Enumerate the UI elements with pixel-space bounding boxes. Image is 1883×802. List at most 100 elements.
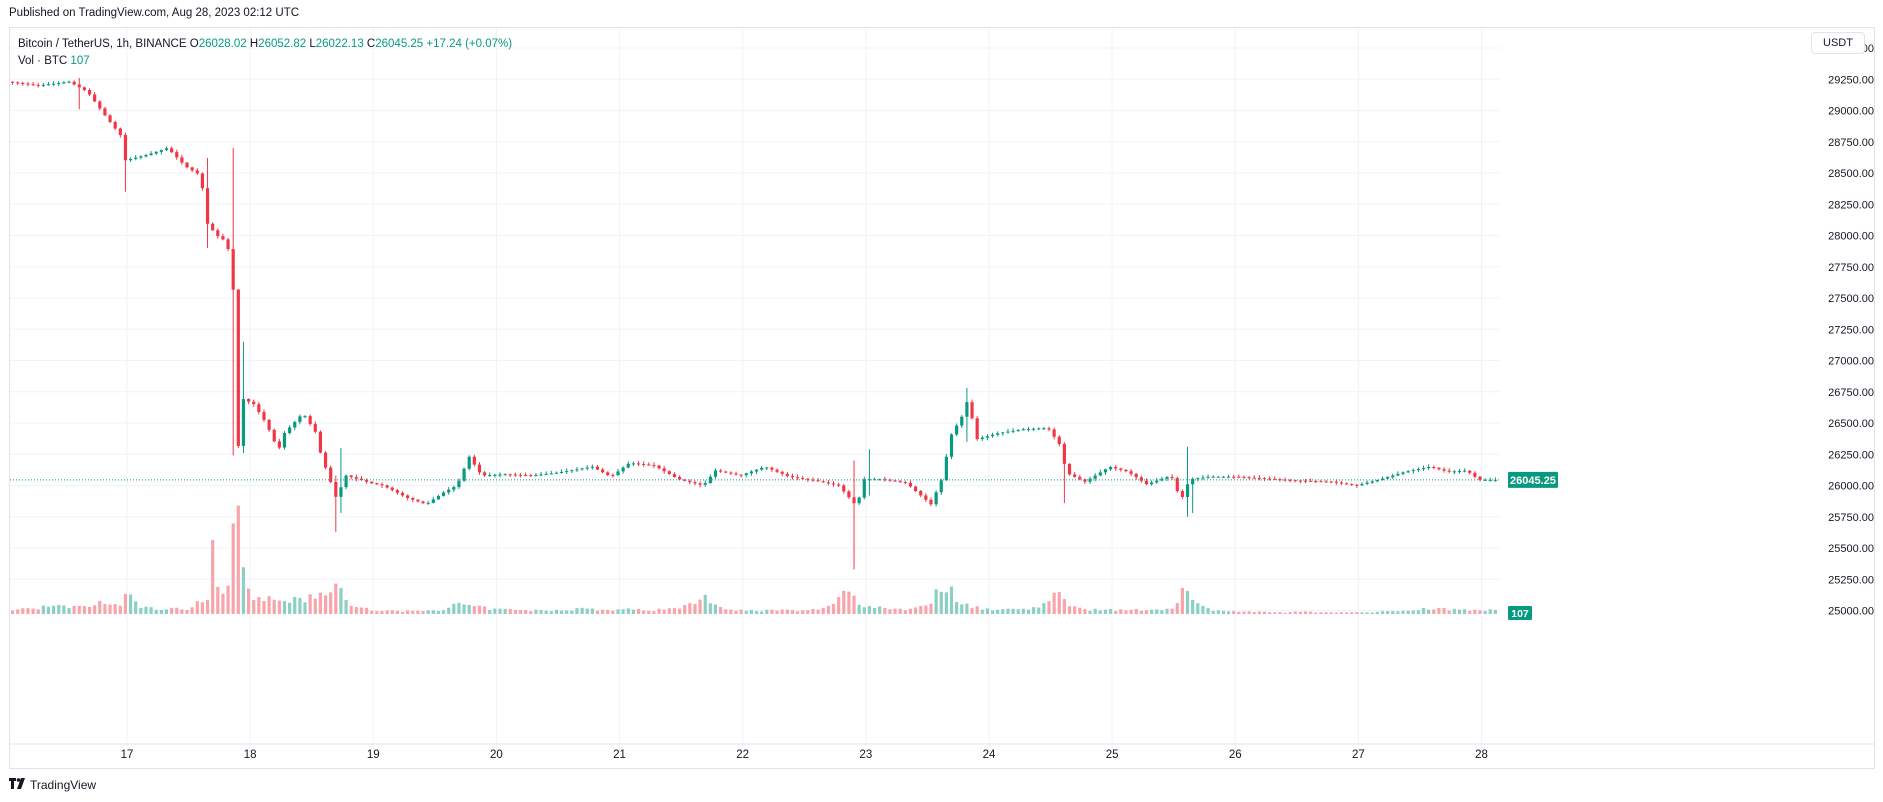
candle-body xyxy=(1073,474,1077,477)
volume-bar xyxy=(293,596,297,614)
candle-body xyxy=(282,433,287,448)
candle-body xyxy=(36,84,40,86)
candle-body xyxy=(1078,476,1082,480)
candle-body xyxy=(1268,478,1272,480)
y-tick-label: 26000.00 xyxy=(1828,481,1874,493)
volume-bar xyxy=(826,605,830,614)
candle-body xyxy=(57,83,61,84)
volume-bar xyxy=(642,610,646,614)
currency-button[interactable]: USDT xyxy=(1811,32,1865,54)
volume-bar xyxy=(472,606,476,614)
candle-body xyxy=(1185,484,1190,497)
volume-bar xyxy=(411,610,415,614)
volume-bar xyxy=(123,593,128,614)
candle-body xyxy=(370,481,374,484)
volume-bar xyxy=(857,604,861,614)
legend-change: +17.24 (+0.07%) xyxy=(426,38,513,50)
x-tick-label: 19 xyxy=(367,749,380,761)
candle-body xyxy=(82,87,86,91)
y-tick-label: 26250.00 xyxy=(1828,449,1874,461)
candle-body xyxy=(770,467,774,470)
candle-body xyxy=(159,150,163,152)
volume-bar xyxy=(67,608,71,614)
candle-body xyxy=(1129,471,1133,474)
volume-bar xyxy=(914,607,918,614)
volume-bar xyxy=(821,607,825,614)
price-overlays: 26045.25 107 xyxy=(10,471,1558,620)
volume-bar xyxy=(806,610,810,614)
volume-bar xyxy=(780,609,784,614)
candle-body xyxy=(914,486,918,491)
volume-bar xyxy=(313,598,317,614)
candle-body xyxy=(662,468,666,472)
volume-bar xyxy=(205,600,210,614)
candle-body xyxy=(123,134,128,161)
footer-brand-label: TradingView xyxy=(30,777,97,792)
volume-bar xyxy=(893,608,897,614)
candle-body xyxy=(1098,472,1102,476)
volume-bar xyxy=(837,597,841,614)
volume-bar xyxy=(636,608,641,614)
candle-body xyxy=(847,491,851,498)
volume-bar xyxy=(175,607,179,614)
volume-bar xyxy=(180,609,184,614)
volume-bar xyxy=(216,586,220,614)
volume-bar xyxy=(1380,611,1385,614)
candle-body xyxy=(1206,476,1210,478)
candle-body xyxy=(385,485,389,488)
volume-bar xyxy=(1103,609,1108,614)
volume-bar xyxy=(134,601,138,614)
candle-body xyxy=(585,467,589,469)
candle-body xyxy=(559,471,564,473)
legend-ohlc-row: Bitcoin / TetherUS, 1h, BINANCE O26028.0… xyxy=(18,36,512,53)
volume-bar xyxy=(1447,610,1451,614)
legend-close-label: C xyxy=(366,38,376,50)
candle-body xyxy=(1478,476,1482,480)
footer-brand[interactable]: TradingView xyxy=(9,777,96,792)
candle-body xyxy=(1437,467,1441,470)
candle-body xyxy=(908,482,913,487)
volume-bar xyxy=(1226,611,1231,614)
candle-body xyxy=(375,483,379,485)
candle-body xyxy=(924,495,928,500)
chart-frame[interactable] xyxy=(9,27,1875,769)
candle-body xyxy=(1006,431,1010,433)
candle-body xyxy=(1067,463,1072,475)
volume-bar xyxy=(303,602,307,614)
volume-bar xyxy=(252,600,256,614)
x-tick-label: 20 xyxy=(490,749,503,761)
volume-bar xyxy=(975,606,979,614)
candle-body xyxy=(1298,480,1303,482)
candle-body xyxy=(708,476,712,483)
candle-body xyxy=(1042,428,1046,430)
y-tick-label: 28000.00 xyxy=(1828,231,1874,243)
volume-bar xyxy=(708,603,712,614)
candle-body xyxy=(780,471,784,474)
candle-body xyxy=(698,483,702,485)
chart-legend: Bitcoin / TetherUS, 1h, BINANCE O26028.0… xyxy=(18,36,512,70)
candle-body xyxy=(955,425,959,435)
candle-body xyxy=(303,416,307,418)
volume-bar xyxy=(62,605,66,614)
legend-high-label: H xyxy=(249,38,259,50)
candle-body xyxy=(631,463,635,465)
candle-body xyxy=(1180,491,1184,497)
volume-bar xyxy=(503,608,507,614)
volume-bar xyxy=(1237,611,1241,614)
candle-body xyxy=(985,436,990,438)
x-tick-label: 24 xyxy=(983,749,996,761)
candle-body xyxy=(1262,478,1267,480)
candle-body xyxy=(626,463,630,468)
volume-bar xyxy=(190,607,194,614)
volume-bar xyxy=(1406,610,1410,614)
volume-bar xyxy=(631,609,635,614)
candle-body xyxy=(498,474,502,476)
candle-body xyxy=(277,441,281,448)
volume-bar xyxy=(1437,607,1441,614)
volume-bar xyxy=(1483,610,1487,614)
candle-body xyxy=(688,480,692,483)
price-axis: 29500.0029250.0029000.0028750.0028500.00… xyxy=(1828,43,1874,618)
volume-bar xyxy=(77,605,81,614)
candle-body xyxy=(349,475,353,478)
